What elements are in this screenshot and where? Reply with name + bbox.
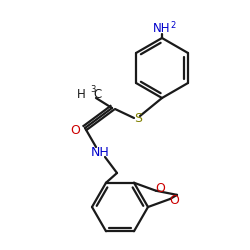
Text: NH: NH (153, 22, 171, 35)
Text: 3: 3 (90, 85, 96, 94)
Text: H: H (77, 88, 86, 101)
Text: O: O (155, 182, 165, 195)
Text: S: S (134, 112, 142, 124)
Text: NH: NH (90, 146, 110, 158)
Text: O: O (169, 194, 179, 207)
Text: C: C (93, 88, 101, 101)
Text: 2: 2 (170, 20, 175, 30)
Text: O: O (70, 124, 80, 136)
